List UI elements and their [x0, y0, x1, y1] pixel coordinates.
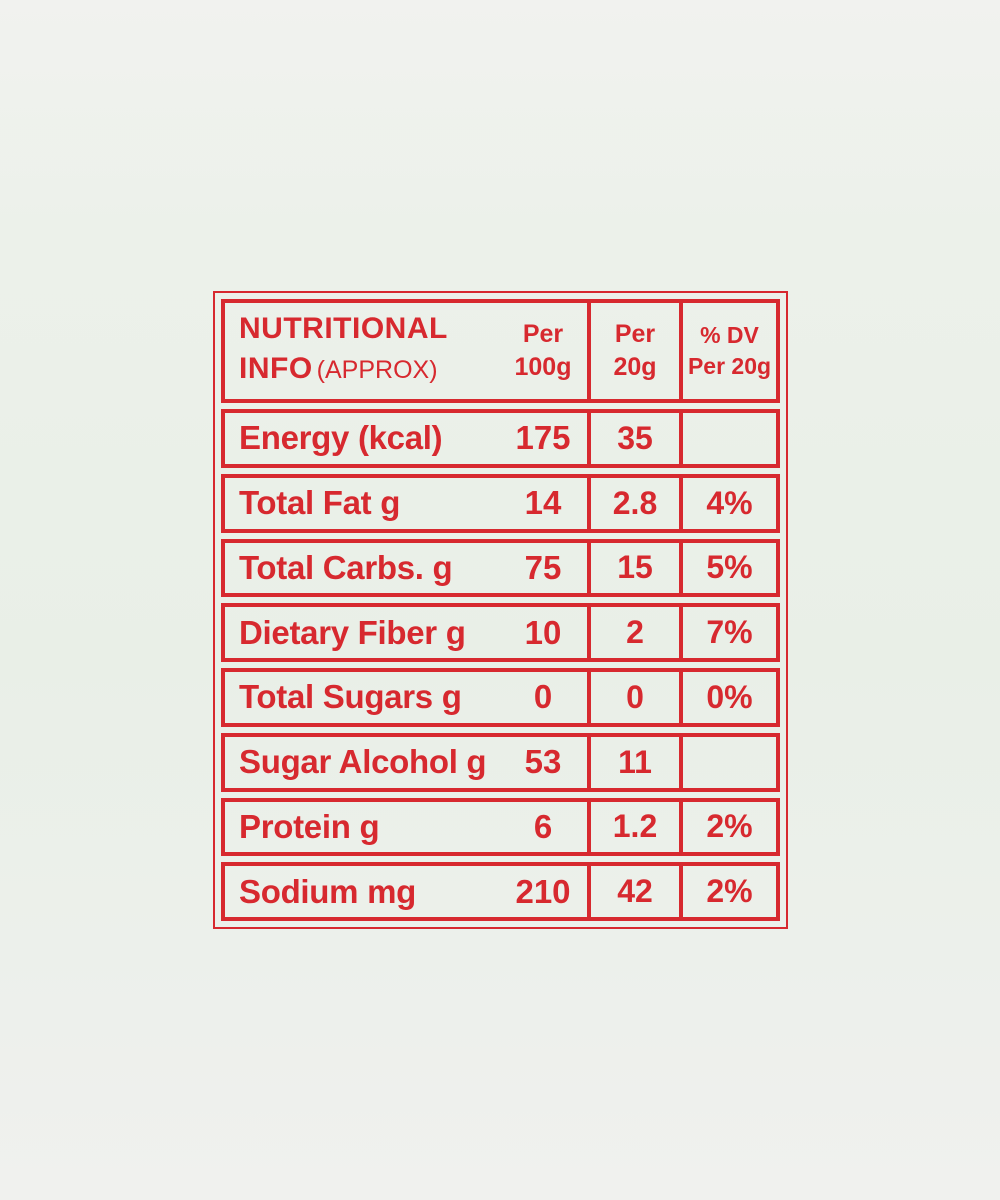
row-label: Dietary Fiber g	[239, 613, 466, 651]
row-value-dv: 7%	[706, 614, 753, 651]
row-value-dv: 2%	[706, 873, 753, 910]
title-line2: INFO	[239, 351, 313, 385]
row-label: Total Sugars g	[239, 678, 462, 716]
row-cell-per20g: 35	[587, 413, 679, 464]
table-row-protein: Protein g 6 1.2 2%	[221, 797, 780, 857]
header-col-per20g: Per 20g	[587, 303, 679, 399]
row-cell-per20g: 2	[587, 607, 679, 658]
title-suffix: (APPROX)	[316, 355, 438, 384]
row-cell-per20g: 11	[587, 736, 679, 788]
row-cell-per20g: 1.2	[587, 801, 679, 853]
row-value-per20g: 42	[617, 873, 653, 910]
row-value-dv: 4%	[706, 484, 753, 521]
row-cell-main: Energy (kcal) 175	[225, 413, 587, 464]
row-cell-per20g: 15	[587, 542, 679, 594]
row-cell-dv: 4%	[679, 477, 776, 529]
row-cell-main: Dietary Fiber g 10	[225, 607, 587, 658]
row-label: Protein g	[239, 807, 380, 845]
table-row-total-sugars: Total Sugars g 0 0 0%	[221, 668, 780, 727]
row-label: Total Fat g	[239, 484, 401, 522]
table-row-sodium: Sodium mg 210 42 2%	[221, 862, 780, 921]
header-col-per100g: Per 100g	[499, 318, 587, 384]
header-row: NUTRITIONAL INFO (APPROX) Per 100g Per 20…	[221, 299, 780, 403]
table-row-sugar-alcohol: Sugar Alcohol g 53 11	[221, 732, 780, 792]
row-value-per20g: 0	[626, 678, 644, 715]
row-cell-dv	[679, 736, 776, 788]
row-value-per20g: 11	[618, 743, 652, 780]
row-cell-main: Total Carbs. g 75	[225, 543, 587, 594]
row-cell-dv: 2%	[679, 801, 776, 853]
table-title: NUTRITIONAL INFO (APPROX)	[225, 309, 448, 394]
header-dv-line1: % DV	[700, 322, 759, 348]
header-per100g-line2: 100g	[514, 353, 572, 381]
row-value-per20g: 1.2	[612, 808, 658, 845]
title-line1: NUTRITIONAL	[239, 311, 448, 345]
row-cell-per20g: 42	[587, 866, 679, 917]
row-cell-per20g: 2.8	[587, 477, 679, 529]
row-value-per100g: 6	[533, 807, 553, 845]
row-value-per100g: 10	[524, 613, 562, 651]
row-cell-per20g: 0	[587, 672, 679, 723]
row-value-per100g: 175	[515, 419, 571, 457]
row-cell-dv: 5%	[679, 542, 776, 594]
row-label: Sodium mg	[239, 872, 416, 910]
header-per20g-line1: Per	[614, 320, 656, 348]
row-value-per100g: 75	[524, 548, 562, 586]
table-row-energy: Energy (kcal) 175 35	[221, 409, 780, 468]
row-cell-main: Sodium mg 210	[225, 866, 587, 917]
row-cell-main: Total Sugars g 0	[225, 672, 587, 723]
row-value-dv: 0%	[706, 678, 753, 715]
table-row-total-carbs: Total Carbs. g 75 15 5%	[221, 538, 780, 598]
row-cell-main: Sugar Alcohol g 53	[225, 737, 587, 788]
row-cell-main: Protein g 6	[225, 802, 587, 853]
table-row-total-fat: Total Fat g 14 2.8 4%	[221, 473, 780, 533]
header-dv-line2: Per 20g	[687, 353, 772, 379]
row-cell-main: Total Fat g 14	[225, 478, 587, 529]
row-value-per100g: 210	[515, 872, 571, 910]
row-value-per20g: 15	[617, 549, 653, 586]
row-value-dv: 2%	[706, 808, 753, 845]
row-value-per100g: 53	[524, 743, 562, 781]
nutrition-table: NUTRITIONAL INFO (APPROX) Per 100g Per 20…	[213, 291, 788, 929]
header-per100g-line1: Per	[522, 320, 564, 348]
row-value-per20g: 2	[626, 614, 644, 651]
row-cell-dv: 2%	[679, 866, 776, 917]
row-value-per20g: 2.8	[612, 484, 658, 521]
row-value-per20g: 35	[617, 419, 653, 456]
table-row-dietary-fiber: Dietary Fiber g 10 2 7%	[221, 603, 780, 662]
header-cell-main: NUTRITIONAL INFO (APPROX) Per 100g	[225, 303, 587, 399]
row-label: Sugar Alcohol g	[239, 743, 487, 781]
row-label: Energy (kcal)	[239, 419, 443, 457]
row-value-dv: 5%	[706, 549, 753, 586]
row-value-per100g: 0	[533, 678, 553, 716]
row-cell-dv: 0%	[679, 672, 776, 723]
header-col-dv: % DV Per 20g	[679, 303, 776, 399]
header-per20g-line2: 20g	[613, 353, 657, 381]
row-value-per100g: 14	[524, 484, 562, 522]
row-label: Total Carbs. g	[239, 548, 453, 586]
row-cell-dv	[679, 413, 776, 464]
row-cell-dv: 7%	[679, 607, 776, 658]
